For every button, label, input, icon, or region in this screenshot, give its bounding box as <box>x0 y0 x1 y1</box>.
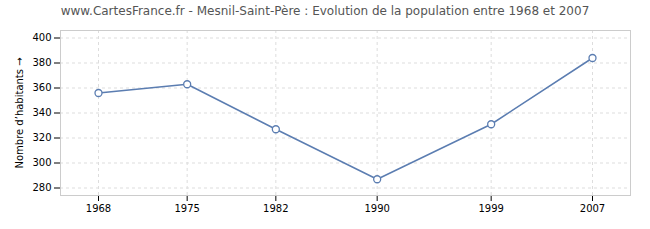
svg-text:300: 300 <box>32 157 51 168</box>
svg-text:380: 380 <box>32 57 51 68</box>
svg-text:280: 280 <box>32 182 51 193</box>
svg-text:2007: 2007 <box>580 203 605 214</box>
svg-text:340: 340 <box>32 107 51 118</box>
html-text:www.CartesFrance.fr - Mesnil-S: www.CartesFrance.fr - Mesnil-Saint-Père … <box>60 4 590 18</box>
svg-text:1975: 1975 <box>174 203 199 214</box>
svg-text:1999: 1999 <box>478 203 503 214</box>
svg-text:1982: 1982 <box>263 203 288 214</box>
svg-text:400: 400 <box>32 32 51 43</box>
svg-text:1990: 1990 <box>364 203 389 214</box>
svg-text:Nombre d’habitants →: Nombre d’habitants → <box>14 57 25 168</box>
svg-text:320: 320 <box>32 132 51 143</box>
svg-text:360: 360 <box>32 82 51 93</box>
svg-text:1968: 1968 <box>86 203 111 214</box>
